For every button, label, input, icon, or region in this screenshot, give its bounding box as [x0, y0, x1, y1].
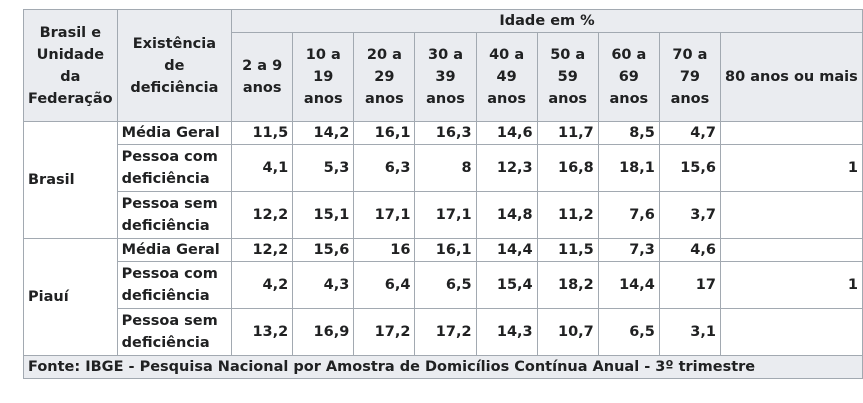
value-cell	[719, 121, 863, 145]
header-age-7: 70 a 79 anos	[658, 32, 721, 122]
header-age-0: 2 a 9 anos	[231, 32, 294, 122]
header-age-5: 50 a 59 anos	[536, 32, 599, 122]
value-cell	[719, 238, 863, 262]
value-cell: 1	[719, 144, 863, 192]
value-cell: 7,3	[597, 238, 660, 262]
value-cell: 16,1	[353, 121, 416, 145]
row-label: Média Geral	[116, 238, 233, 262]
value-cell: 14,3	[475, 308, 538, 356]
value-cell: 16,3	[414, 121, 477, 145]
value-cell: 4,3	[292, 261, 355, 309]
row-label: Pessoa com deficiência	[116, 144, 233, 192]
value-cell: 15,4	[475, 261, 538, 309]
value-cell: 10,7	[536, 308, 599, 356]
value-cell: 4,7	[658, 121, 721, 145]
row-label: Pessoa sem deficiência	[116, 308, 233, 356]
value-cell: 3,7	[658, 191, 721, 239]
value-cell: 17,2	[414, 308, 477, 356]
value-cell: 4,6	[658, 238, 721, 262]
row-label: Média Geral	[116, 121, 233, 145]
header-age-1: 10 a 19 anos	[292, 32, 355, 122]
value-cell: 11,5	[231, 121, 294, 145]
value-cell: 5,3	[292, 144, 355, 192]
header-age-group: Idade em %	[231, 8, 863, 34]
value-cell: 17	[658, 261, 721, 309]
value-cell: 15,6	[658, 144, 721, 192]
value-cell: 11,5	[536, 238, 599, 262]
value-cell: 11,2	[536, 191, 599, 239]
header-age-8: 80 anos ou mais	[719, 32, 863, 122]
value-cell: 14,6	[475, 121, 538, 145]
table-row: Brasil Média Geral 11,5 14,2 16,1 16,3 14,6 11,…	[23, 121, 863, 239]
table-row: Pessoa sem deficiência 13,2 16,9 17,2 17,2 14…	[24, 308, 863, 356]
value-cell: 14,2	[292, 121, 355, 145]
value-cell: 6,4	[353, 261, 416, 309]
header-age-3: 30 a 39 anos	[414, 32, 477, 122]
table-row: Piauí Média Geral 12,2 15,6 16 16,1 14,4 11,5 7,…	[23, 238, 863, 356]
header-age-6: 60 a 69 anos	[597, 32, 660, 122]
row-label: Pessoa sem deficiência	[116, 191, 233, 239]
value-cell: 8	[414, 144, 477, 192]
value-cell: 15,6	[292, 238, 355, 262]
value-cell: 6,5	[414, 261, 477, 309]
age-disability-table: Brasil e Unidade da Federação Existência…	[23, 8, 863, 379]
header-region: Brasil e Unidade da Federação	[23, 9, 118, 122]
value-cell: 13,2	[231, 308, 294, 356]
value-cell: 12,2	[231, 191, 294, 239]
value-cell: 16,1	[414, 238, 477, 262]
value-cell: 6,5	[597, 308, 660, 356]
value-cell: 16,8	[536, 144, 599, 192]
value-cell: 14,4	[597, 261, 660, 309]
value-cell: 17,1	[414, 191, 477, 239]
value-cell: 15,1	[292, 191, 355, 239]
value-cell: 16,9	[292, 308, 355, 356]
value-cell: 1	[719, 261, 863, 309]
table-row: Pessoa com deficiência 4,2 4,3 6,4 6,5 15,4 18…	[24, 261, 863, 309]
row-label: Pessoa com deficiência	[116, 261, 233, 309]
value-cell: 17,1	[353, 191, 416, 239]
value-cell: 4,2	[231, 261, 294, 309]
region-cell: Piauí	[23, 238, 118, 356]
value-cell: 18,1	[597, 144, 660, 192]
table-row: Pessoa sem deficiência 12,2 15,1 17,1 17,1 14…	[24, 191, 863, 239]
value-cell: 4,1	[231, 144, 294, 192]
header-disability: Existência de deficiência	[116, 9, 233, 122]
header-age-4: 40 a 49 anos	[475, 32, 538, 122]
value-cell: 16	[353, 238, 416, 262]
region-cell: Brasil	[23, 121, 118, 239]
value-cell: 14,8	[475, 191, 538, 239]
value-cell: 8,5	[597, 121, 660, 145]
value-cell: 18,2	[536, 261, 599, 309]
value-cell: 3,1	[658, 308, 721, 356]
value-cell	[719, 191, 863, 239]
header-age-2: 20 a 29 anos	[353, 32, 416, 122]
table-footer-source: Fonte: IBGE - Pesquisa Nacional por Amos…	[23, 355, 863, 379]
value-cell: 12,2	[231, 238, 294, 262]
table-row: Pessoa com deficiência 4,1 5,3 6,3 8 12,3 16,8…	[24, 144, 863, 192]
value-cell: 12,3	[475, 144, 538, 192]
value-cell: 6,3	[353, 144, 416, 192]
value-cell	[719, 308, 863, 356]
value-cell: 11,7	[536, 121, 599, 145]
value-cell: 17,2	[353, 308, 416, 356]
value-cell: 14,4	[475, 238, 538, 262]
value-cell: 7,6	[597, 191, 660, 239]
